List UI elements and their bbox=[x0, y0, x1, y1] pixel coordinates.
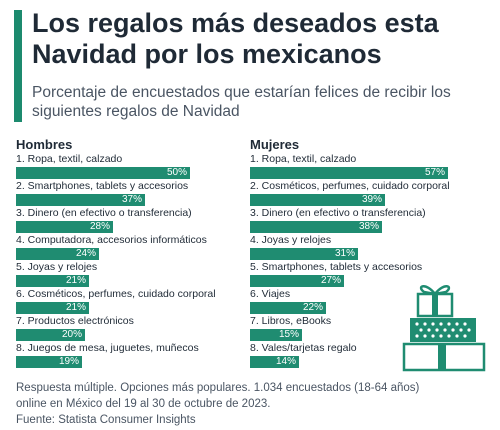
chart-item: 7. Libros, eBooks 15% bbox=[250, 315, 475, 342]
bar-category-label: 3. Dinero (en efectivo o transferencia) bbox=[16, 207, 192, 219]
footer-note-line2: online en México del 19 al 30 de octubre… bbox=[16, 398, 271, 410]
bar: 22% bbox=[250, 302, 326, 314]
chart-item: 6. Cosméticos, perfumes, cuidado corpora… bbox=[16, 288, 241, 315]
chart-item: 2. Smartphones, tablets y accesorios 37% bbox=[16, 180, 241, 207]
bar-value-label: 21% bbox=[65, 302, 86, 313]
chart-item: 4. Computadora, accesorios informáticos 2… bbox=[16, 234, 241, 261]
chart-item: 5. Joyas y relojes 21% bbox=[16, 261, 241, 288]
bar-value-label: 21% bbox=[65, 275, 86, 286]
footer-source: Fuente: Statista Consumer Insights bbox=[16, 414, 196, 426]
footer: Respuesta múltiple. Opciones más popular… bbox=[16, 380, 486, 428]
page-title: Los regalos más deseados esta Navidad po… bbox=[32, 8, 439, 69]
bar: 15% bbox=[250, 329, 302, 341]
bar-value-label: 15% bbox=[278, 329, 299, 340]
bar-value-label: 37% bbox=[121, 194, 142, 205]
bar-category-label: 6. Cosméticos, perfumes, cuidado corpora… bbox=[16, 288, 216, 300]
bar-value-label: 31% bbox=[334, 248, 355, 259]
bar-category-label: 1. Ropa, textil, calzado bbox=[250, 153, 357, 165]
chart-item: 6. Viajes 22% bbox=[250, 288, 475, 315]
gift-stack-icon bbox=[402, 285, 486, 372]
bar-value-label: 22% bbox=[302, 302, 323, 313]
chart-item: 1. Ropa, textil, calzado 57% bbox=[250, 153, 475, 180]
bar-value-label: 38% bbox=[358, 221, 379, 232]
bar-value-label: 28% bbox=[89, 221, 110, 232]
bar-category-label: 8. Vales/tarjetas regalo bbox=[250, 342, 357, 354]
bar: 31% bbox=[250, 248, 358, 260]
bar-category-label: 8. Juegos de mesa, juguetes, muñecos bbox=[16, 342, 199, 354]
bar-value-label: 24% bbox=[75, 248, 96, 259]
bar-value-label: 19% bbox=[58, 356, 79, 367]
chart-item: 1. Ropa, textil, calzado 50% bbox=[16, 153, 241, 180]
bar-category-label: 3. Dinero (en efectivo o transferencia) bbox=[250, 207, 426, 219]
bar: 21% bbox=[16, 275, 89, 287]
bar: 39% bbox=[250, 194, 385, 206]
bar-value-label: 39% bbox=[361, 194, 382, 205]
bar-value-label: 57% bbox=[424, 167, 445, 178]
chart-mujeres: Mujeres 1. Ropa, textil, calzado 57% 2. Co… bbox=[250, 137, 475, 369]
chart-item: 4. Joyas y relojes 31% bbox=[250, 234, 475, 261]
chart-item: 2. Cosméticos, perfumes, cuidado corpora… bbox=[250, 180, 475, 207]
chart-hombres: Hombres 1. Ropa, textil, calzado 50% 2. Sm… bbox=[16, 137, 241, 369]
bar: 24% bbox=[16, 248, 99, 260]
bar: 19% bbox=[16, 356, 82, 368]
bar: 21% bbox=[16, 302, 89, 314]
bar: 37% bbox=[16, 194, 145, 206]
bar-category-label: 7. Libros, eBooks bbox=[250, 315, 332, 327]
title-accent-bar bbox=[14, 10, 22, 122]
bar-value-label: 20% bbox=[61, 329, 82, 340]
bar-category-label: 4. Computadora, accesorios informáticos bbox=[16, 234, 207, 246]
bar-category-label: 6. Viajes bbox=[250, 288, 291, 300]
bar-value-label: 27% bbox=[320, 275, 341, 286]
bar: 27% bbox=[250, 275, 344, 287]
chart-title-hombres: Hombres bbox=[16, 137, 73, 152]
bar: 38% bbox=[250, 221, 382, 233]
bar-category-label: 7. Productos electrónicos bbox=[16, 315, 134, 327]
chart-item: 3. Dinero (en efectivo o transferencia) 3… bbox=[250, 207, 475, 234]
bar: 14% bbox=[250, 356, 299, 368]
bar-category-label: 2. Cosméticos, perfumes, cuidado corpora… bbox=[250, 180, 450, 192]
chart-title-mujeres: Mujeres bbox=[250, 137, 300, 152]
bar-value-label: 14% bbox=[275, 356, 296, 367]
bar: 20% bbox=[16, 329, 85, 341]
chart-item: 8. Juegos de mesa, juguetes, muñecos 19% bbox=[16, 342, 241, 369]
bar-value-label: 50% bbox=[166, 167, 187, 178]
page-subtitle: Porcentaje de encuestados que estarían f… bbox=[32, 84, 451, 120]
bar-category-label: 2. Smartphones, tablets y accesorios bbox=[16, 180, 189, 192]
chart-item: 7. Productos electrónicos 20% bbox=[16, 315, 241, 342]
footer-note-line1: Respuesta múltiple. Opciones más popular… bbox=[16, 382, 420, 394]
chart-item: 5. Smartphones, tablets y accesorios 27% bbox=[250, 261, 475, 288]
bar-category-label: 1. Ropa, textil, calzado bbox=[16, 153, 123, 165]
chart-item: 3. Dinero (en efectivo o transferencia) 2… bbox=[16, 207, 241, 234]
bar-category-label: 5. Joyas y relojes bbox=[16, 261, 98, 273]
bar-category-label: 4. Joyas y relojes bbox=[250, 234, 332, 246]
bar: 50% bbox=[16, 167, 190, 179]
chart-item: 8. Vales/tarjetas regalo 14% bbox=[250, 342, 475, 369]
bar: 57% bbox=[250, 167, 448, 179]
bar-category-label: 5. Smartphones, tablets y accesorios bbox=[250, 261, 423, 273]
bar: 28% bbox=[16, 221, 113, 233]
